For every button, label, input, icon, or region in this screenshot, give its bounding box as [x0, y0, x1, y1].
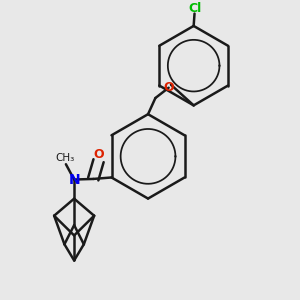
- Text: N: N: [68, 172, 80, 187]
- Text: CH₃: CH₃: [56, 153, 75, 163]
- Text: O: O: [94, 148, 104, 161]
- Text: O: O: [163, 81, 174, 94]
- Text: Cl: Cl: [188, 2, 201, 15]
